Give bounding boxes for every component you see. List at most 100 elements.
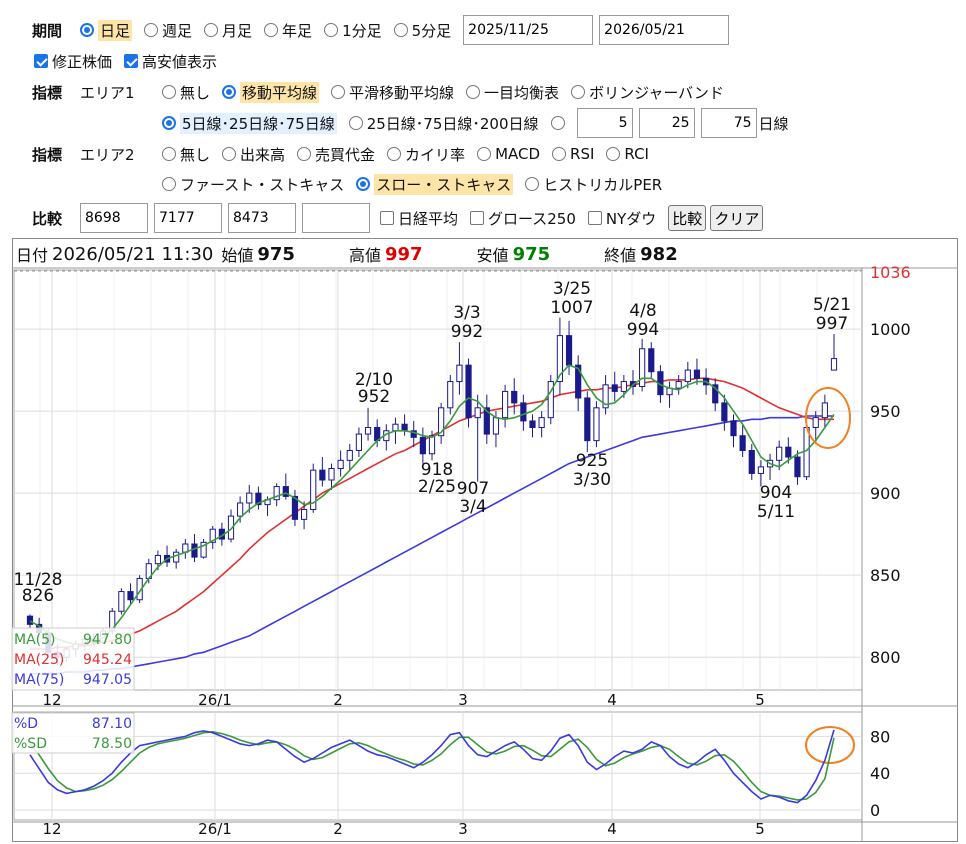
area2-option-2-label: 売買代金 [315, 145, 376, 164]
compare-code-3[interactable] [228, 203, 296, 233]
period-option-3[interactable]: 年足 [264, 20, 312, 41]
area2-option-4[interactable]: MACD [477, 145, 540, 163]
period-option-2[interactable]: 月足 [204, 20, 252, 41]
area2-sub-label: エリア2 [80, 145, 135, 164]
area1-option-4[interactable]: ボリンジャーバンド [571, 82, 724, 103]
ma-short-input[interactable] [576, 108, 633, 138]
compare-row: 比較 日経平均 グロース250 NYダウ 比較 クリア [32, 202, 767, 234]
area2-option-1-label: 出来高 [240, 145, 286, 164]
area2-option-2[interactable]: 売買代金 [297, 144, 375, 165]
clear-button[interactable]: クリア [710, 205, 764, 231]
area2-option2-0-label: ファースト・ストキャス [180, 175, 345, 194]
period-option-2-label: 月足 [222, 21, 253, 40]
low-value: 975 [512, 243, 551, 265]
area2-option-6[interactable]: RCI [606, 145, 649, 163]
area2-option2-2-label: ヒストリカルPER [543, 175, 663, 194]
area1-label: 指標 [32, 83, 63, 102]
area2-option-4-label: MACD [495, 145, 541, 163]
period-option-0[interactable]: 日足 [80, 19, 133, 41]
high-low-display-checkbox[interactable]: 高安値表示 [124, 51, 217, 72]
period-option-4[interactable]: 1分足 [324, 20, 382, 41]
compare-code-4[interactable] [302, 203, 370, 233]
radio-icon [393, 23, 408, 37]
area2-option-1[interactable]: 出来高 [222, 144, 285, 165]
area2-option-5-label: RSI [570, 145, 595, 163]
area2-option-3[interactable]: カイリ率 [387, 144, 465, 165]
compare-code-2[interactable] [154, 203, 222, 233]
chart-frame [12, 238, 958, 842]
close-value: 982 [640, 243, 678, 265]
radio-icon [477, 147, 492, 161]
radio-icon [222, 85, 237, 99]
radio-icon [144, 23, 159, 37]
area1-option-1-label: 移動平均線 [240, 81, 320, 103]
period-option-0-label: 日足 [98, 19, 133, 41]
high-value: 997 [384, 243, 423, 265]
area2-option2-2[interactable]: ヒストリカルPER [525, 174, 662, 195]
radio-icon [606, 147, 621, 161]
area2-options: 無し 出来高 売買代金 カイリ率 MACD RSI RCI [162, 144, 661, 165]
checkbox-icon [587, 211, 602, 225]
radio-icon [204, 23, 219, 37]
ma-mid-input[interactable] [638, 108, 695, 138]
area1-option-0[interactable]: 無し [162, 82, 210, 103]
radio-icon [552, 147, 567, 161]
period-option-5[interactable]: 5分足 [393, 20, 452, 41]
compare-index-0[interactable]: 日経平均 [380, 208, 458, 229]
ma-preset-1-label: 25日線･75日線･200日線 [366, 114, 539, 133]
area2-option2-1-label: スロー・ストキャス [374, 173, 514, 195]
adjusted-price-checkbox[interactable]: 修正株価 [34, 51, 112, 72]
period-row: 期間 日足 週足 月足 年足 1分足 5分足 [32, 15, 735, 45]
ma-custom-radio[interactable] [550, 116, 569, 130]
checkbox-icon [470, 211, 485, 225]
compare-index-label: NYダウ [605, 209, 657, 228]
radio-icon [348, 116, 363, 130]
area2-option2-1[interactable]: スロー・ストキャス [356, 173, 514, 195]
start-date-input[interactable] [463, 15, 594, 45]
compare-button[interactable]: 比較 [668, 205, 707, 231]
area2-option-6-label: RCI [624, 145, 649, 163]
radio-icon [80, 23, 94, 37]
area1-option-4-label: ボリンジャーバンド [589, 83, 724, 102]
radio-icon [550, 116, 565, 130]
compare-index-label: 日経平均 [398, 209, 459, 228]
period-option-5-label: 5分足 [411, 21, 452, 40]
area2-option2-0[interactable]: ファースト・ストキャス [162, 174, 344, 195]
area1-option-2[interactable]: 平滑移動平均線 [331, 82, 454, 103]
open-value: 975 [257, 243, 295, 265]
date-label: 日付 [16, 246, 49, 265]
area2-option-5[interactable]: RSI [552, 145, 594, 163]
period-label: 期間 [32, 21, 63, 40]
compare-index-1[interactable]: グロース250 [470, 208, 576, 229]
checkbox-icon [380, 211, 394, 225]
area2-row2: ファースト・ストキャス スロー・ストキャス ヒストリカルPER [162, 171, 674, 197]
compare-index-2[interactable]: NYダウ [587, 208, 657, 229]
area2-option-0[interactable]: 無し [162, 144, 210, 165]
ma-preset-1[interactable]: 25日線･75日線･200日線 [348, 113, 539, 134]
area1-options: 無し 移動平均線 平滑移動平均線 一目均衡表 ボリンジャーバンド [162, 81, 736, 103]
area2-row: 指標 エリア2 無し 出来高 売買代金 カイリ率 MACD RSI RCI [32, 141, 661, 167]
radio-icon [324, 23, 339, 37]
area1-row: 指標 エリア1 無し 移動平均線 平滑移動平均線 一目均衡表 ボリンジャーバンド [32, 79, 736, 105]
checkbox-icon [34, 54, 48, 68]
ma-preset-0[interactable]: 5日線･25日線･75日線 [162, 112, 337, 134]
radio-icon [331, 85, 346, 99]
period-option-4-label: 1分足 [342, 21, 382, 40]
area1-option-1[interactable]: 移動平均線 [222, 81, 320, 103]
ma-long-input[interactable] [700, 108, 757, 138]
end-date-input[interactable] [599, 15, 730, 45]
compare-index-label: グロース250 [488, 209, 576, 228]
area2-options2: ファースト・ストキャス スロー・ストキャス ヒストリカルPER [162, 173, 674, 195]
ma-preset-row: 5日線･25日線･75日線 25日線･75日線･200日線 日線 [162, 108, 789, 138]
high-low-display-label: 高安値表示 [142, 52, 218, 71]
high-label: 高値 [348, 246, 381, 265]
area2-option-0-label: 無し [180, 145, 211, 164]
area1-option-3[interactable]: 一目均衡表 [466, 82, 559, 103]
compare-code-1[interactable] [80, 203, 148, 233]
radio-icon [297, 147, 312, 161]
compare-index-checks: 日経平均 グロース250 NYダウ [380, 208, 668, 229]
period-option-1[interactable]: 週足 [144, 20, 192, 41]
radio-icon [222, 147, 237, 161]
period-option-1-label: 週足 [162, 21, 193, 40]
ma-unit-label: 日線 [758, 114, 789, 133]
